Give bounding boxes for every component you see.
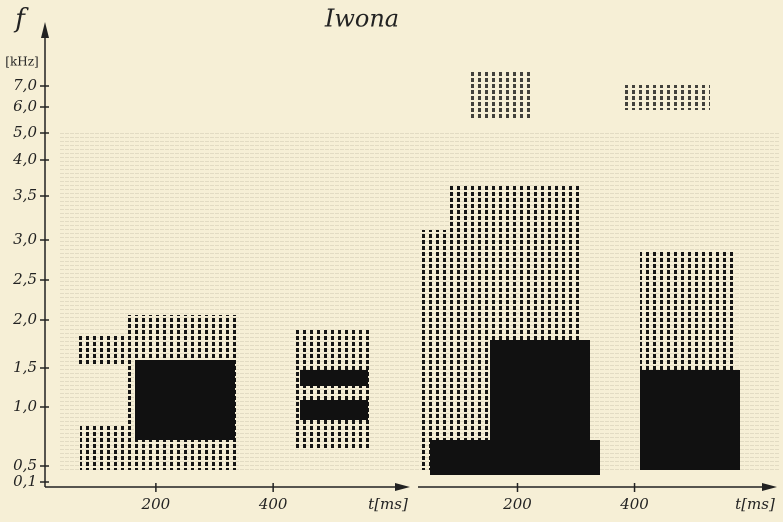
y-tick-label: 0,5 (13, 456, 37, 474)
energy (625, 85, 710, 110)
y-tick-label: 1,5 (13, 358, 37, 376)
x-tick-label: 200 (502, 495, 532, 513)
y-tick-label: 4,0 (12, 150, 37, 168)
y-tick-label: 6,0 (13, 97, 37, 115)
energy (75, 335, 130, 365)
energy-dense (640, 370, 740, 470)
energy-dense (300, 400, 368, 420)
axis-arrow (762, 483, 777, 491)
y-tick-label: 3,5 (13, 186, 37, 204)
energy (295, 330, 370, 450)
x-axis-label: t[ms] (368, 495, 408, 513)
axis-arrow (395, 483, 410, 491)
spectrogram (75, 70, 740, 475)
y-tick-label: 1,0 (13, 397, 37, 415)
energy-dense (300, 370, 368, 386)
energy-dense (430, 440, 600, 475)
x-tick-label: 400 (619, 495, 649, 513)
chart-title: Iwona (324, 5, 399, 33)
y-tick-label: 0,1 (13, 472, 37, 490)
axis-arrow (41, 22, 49, 38)
x-axis-label: t[ms] (735, 495, 775, 513)
energy (470, 70, 530, 120)
y-tick-label: 2,0 (12, 310, 37, 328)
y-tick-label: 3,0 (13, 230, 37, 248)
x-tick-label: 200 (141, 495, 171, 513)
y-axis-label: f (13, 4, 29, 34)
y-tick-label: 7,0 (13, 76, 37, 94)
y-tick-label: 5,0 (13, 123, 37, 141)
y-axis-unit: [kHz] (5, 55, 38, 69)
y-tick-label: 2,5 (12, 270, 37, 288)
energy-dense (135, 360, 235, 440)
x-tick-label: 400 (258, 495, 288, 513)
